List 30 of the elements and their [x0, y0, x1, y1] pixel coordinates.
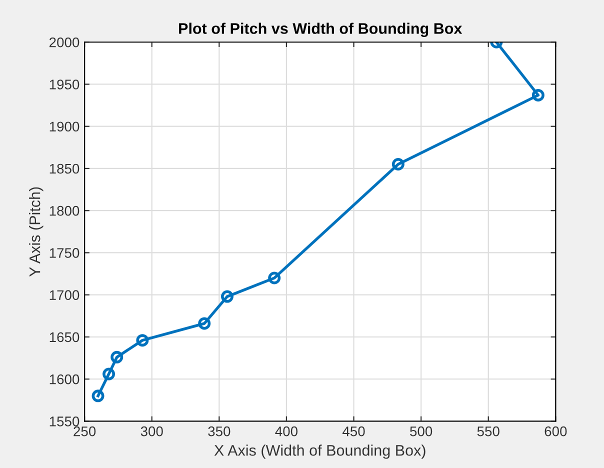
point — [532, 88, 544, 102]
point — [136, 334, 149, 347]
point — [92, 390, 104, 402]
point — [392, 158, 404, 171]
x-tick-label: 300 — [140, 426, 163, 436]
x-tick-label: 400 — [275, 426, 298, 436]
point — [110, 350, 124, 364]
y-tick-label: 1700 — [50, 290, 80, 300]
point — [268, 272, 281, 284]
x-axis-title: X Axis (Width of Bounding Box) — [214, 444, 426, 459]
point — [220, 290, 234, 303]
y-tick-label: 2000 — [50, 37, 80, 48]
chart-title: Plot of Pitch vs Width of Bounding Box — [179, 22, 462, 38]
y-tick-label: 1950 — [50, 80, 80, 90]
y-tick-label: 1550 — [50, 416, 80, 426]
y-tick-label: 1750 — [50, 248, 80, 258]
x-tick-label: 250 — [74, 426, 96, 436]
y-tick-label: 1600 — [50, 374, 80, 384]
x-tick-label: 500 — [410, 426, 432, 436]
x-tick-label: 550 — [477, 426, 500, 436]
y-axis-title: Y Axis (Pitch) — [29, 187, 44, 277]
y-tick-label: 1800 — [50, 206, 80, 216]
point — [102, 368, 116, 380]
y-tick-label: 1850 — [50, 164, 80, 174]
point — [198, 317, 211, 330]
x-tick-label: 450 — [342, 426, 365, 436]
x-tick-label: 350 — [208, 426, 230, 436]
x-tick-label: 600 — [544, 426, 567, 436]
y-tick-label: 1900 — [50, 122, 80, 132]
y-tick-label: 1650 — [50, 332, 80, 342]
